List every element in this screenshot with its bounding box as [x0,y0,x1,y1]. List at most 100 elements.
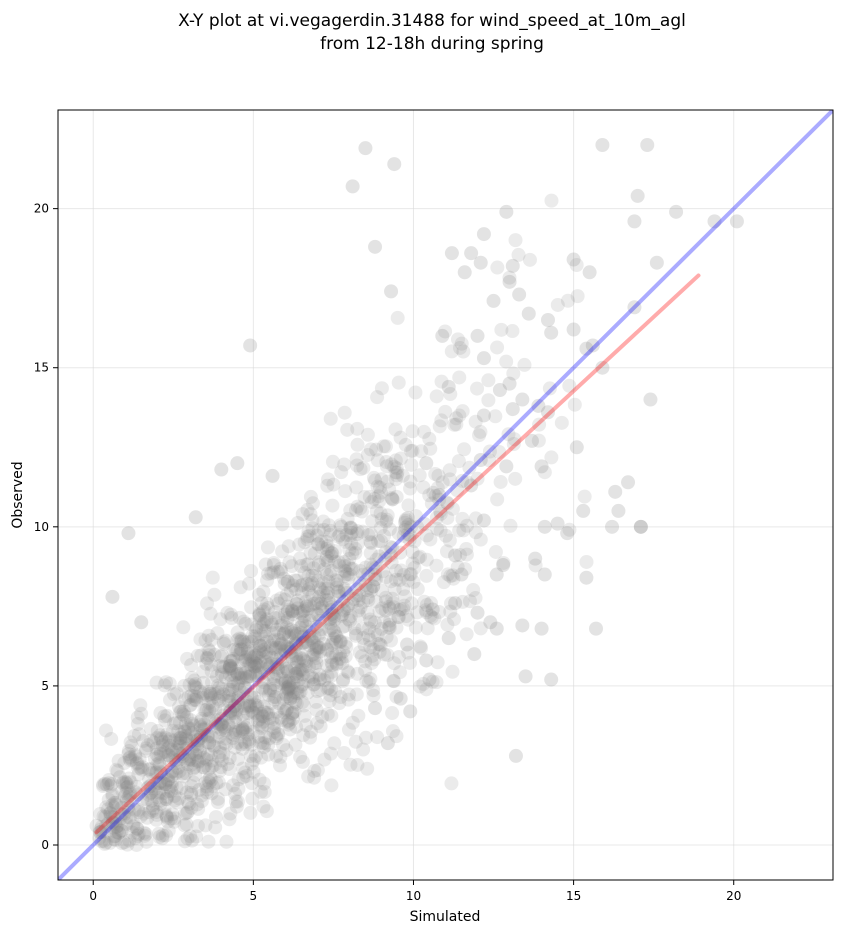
cloud-point [274,637,289,652]
cloud-point [179,817,194,832]
cloud-point [145,801,160,816]
cloud-point [213,612,228,627]
cloud-point [179,741,194,756]
cloud-point [455,404,470,419]
cloud-point [223,654,238,669]
cloud-point [324,563,339,578]
cloud-point [261,667,276,682]
data-point-9 [627,214,642,229]
cloud-point [162,753,177,768]
cloud-point [331,584,346,599]
cloud-point [197,703,212,718]
cloud-point [265,634,280,649]
cloud-point [366,579,381,594]
cloud-point [200,727,215,742]
cloud-point [404,519,419,534]
cloud-point [325,498,340,513]
cloud-point [94,819,109,834]
cloud-point [325,646,340,661]
cloud-point [218,731,233,746]
cloud-point [300,634,315,649]
cloud-point [326,477,341,492]
cloud-point [188,677,203,692]
cloud-point [166,745,181,760]
data-point-65 [470,605,485,620]
cloud-point [262,683,277,698]
data-point-81 [473,453,488,467]
cloud-point [133,760,148,775]
cloud-point [110,764,125,779]
data-point-91 [454,567,469,582]
cloud-point [154,732,169,747]
cloud-point [577,489,592,504]
cloud-point [101,772,116,787]
cloud-point [235,653,250,668]
cloud-point [312,580,327,595]
cloud-point [361,621,376,636]
cloud-point [360,761,375,776]
cloud-point [180,651,195,666]
cloud-point [225,731,240,746]
cloud-point [340,664,355,679]
cloud-point [123,750,138,765]
cloud-point [243,748,258,763]
cloud-point [209,669,224,684]
cloud-point [382,482,397,497]
cloud-point [501,427,516,442]
cloud-point [436,575,451,590]
cloud-point [160,810,175,825]
cloud-point [237,681,252,696]
cloud-point [254,665,269,680]
cloud-point [281,673,296,688]
cloud-point [397,522,412,537]
cloud-point [215,718,230,733]
cloud-point [229,703,244,718]
cloud-point [300,685,315,700]
cloud-point [222,660,237,675]
cloud-point [219,693,234,708]
cloud-point [329,629,344,644]
cloud-point [230,625,245,640]
cloud-point [168,752,183,767]
cloud-point [528,558,543,573]
cloud-point [472,428,487,443]
cloud-point [452,548,467,563]
cloud-point [290,665,305,680]
cloud-point [180,831,195,846]
cloud-point [419,552,434,567]
cloud-point [289,655,304,670]
cloud-point [148,784,163,799]
cloud-point [155,828,170,843]
cloud-point [256,642,271,657]
cloud-point [153,728,168,743]
cloud-point [364,495,379,510]
cloud-point [200,651,215,666]
cloud-point [502,270,517,285]
cloud-point [192,783,207,798]
cloud-point [429,510,444,525]
cloud-point [410,605,425,620]
cloud-point [337,583,352,598]
cloud-point [333,633,348,648]
cloud-point [243,805,258,820]
cloud-point [244,658,259,673]
cloud-point [279,639,294,654]
cloud-point [405,424,420,439]
cloud-point [444,596,459,611]
x-tick-label-0: 0 [89,889,97,903]
cloud-point [326,610,341,625]
cloud-point [141,787,156,802]
cloud-point [259,645,274,660]
cloud-point [250,658,265,673]
cloud-point [325,657,340,672]
cloud-point [291,654,306,669]
cloud-point [191,754,206,769]
cloud-point [316,637,331,652]
cloud-point [234,632,249,647]
cloud-point [373,638,388,653]
cloud-point [435,475,450,490]
cloud-point [323,616,338,631]
cloud-point [243,666,258,681]
cloud-point [350,527,365,542]
data-point-94 [400,637,415,652]
